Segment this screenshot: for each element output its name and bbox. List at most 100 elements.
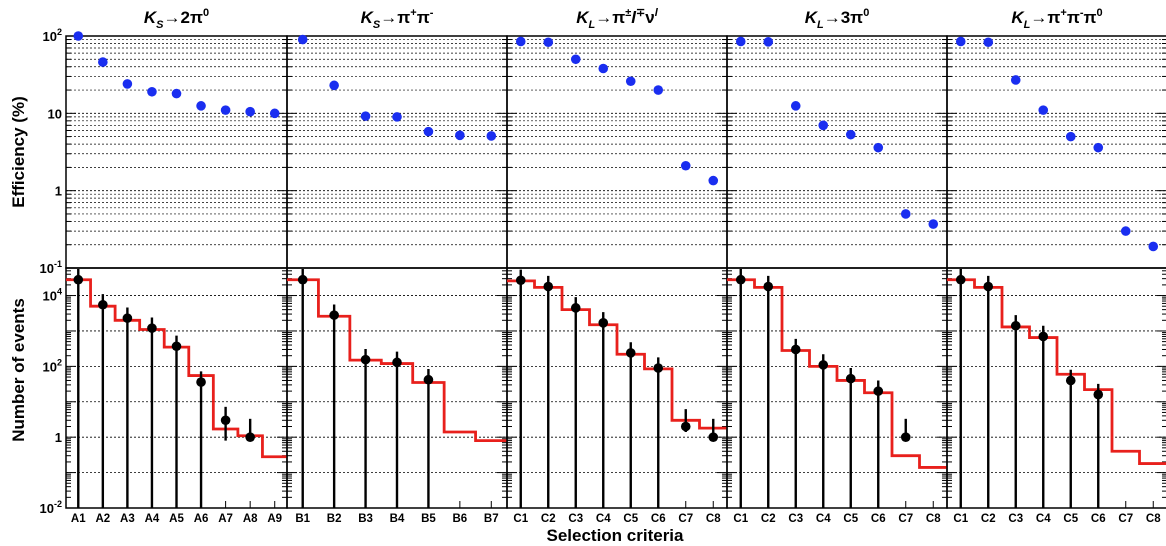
data-point [680, 421, 691, 432]
data-point [763, 281, 774, 292]
panel-title: KS→2π0 [144, 7, 209, 31]
efficiency-point [245, 106, 255, 117]
data-point [1038, 331, 1049, 342]
efficiency-point [1010, 75, 1021, 85]
x-tick-label: C3 [568, 513, 583, 525]
efficiency-point [171, 88, 182, 99]
x-tick-label: C5 [623, 513, 638, 525]
data-point [900, 432, 911, 442]
data-point [818, 360, 829, 370]
data-point [1065, 375, 1076, 386]
efficiency-point [763, 37, 774, 47]
bottom-y-tick-label: 10-2 [40, 499, 62, 516]
efficiency-point [73, 31, 84, 41]
efficiency-point [269, 108, 280, 119]
x-tick-label: A9 [267, 513, 282, 525]
top-y-tick-label: 1 [55, 184, 62, 199]
data-point [598, 318, 609, 328]
x-tick-label: A2 [95, 513, 110, 525]
x-tick-label: B6 [453, 513, 468, 525]
data-point [653, 363, 664, 373]
x-tick-label: C7 [898, 513, 913, 525]
data-point [171, 341, 182, 352]
bottom-y-tick-label: 102 [43, 357, 62, 374]
panel-2: B1 B2 B3 B4 B5 B6 B7 KS→π+π- [286, 7, 508, 525]
panel-1: A1 A2 A3 A4 A5 A6 A7 A8 A9 KS→2π0 [65, 7, 288, 525]
top-panel-frame [506, 35, 728, 269]
efficiency-point [625, 76, 636, 87]
efficiency-point [845, 129, 856, 140]
x-tick-label: C4 [1036, 513, 1051, 525]
top-panel-frame [286, 35, 508, 269]
bottom-y-tick-label: 104 [43, 287, 62, 304]
x-tick-label: C7 [678, 513, 693, 525]
top-y-axis-label: Efficiency (%) [9, 96, 28, 207]
x-tick-label: C1 [953, 513, 968, 525]
data-point [790, 344, 801, 355]
efficiency-point [790, 101, 801, 111]
data-point [873, 386, 884, 396]
x-tick-label: C8 [706, 513, 721, 525]
data-point [955, 274, 966, 285]
data-point [515, 275, 526, 286]
efficiency-point [360, 111, 371, 121]
efficiency-point [1148, 241, 1159, 252]
bottom-panel-frame [726, 267, 948, 509]
efficiency-point [147, 86, 157, 97]
panel-title: KS→π+π- [361, 7, 434, 31]
x-tick-label: C2 [981, 513, 996, 525]
efficiency-point [570, 54, 581, 65]
efficiency-point [220, 105, 231, 115]
top-panel-frame [946, 35, 1166, 269]
data-point [708, 432, 719, 442]
efficiency-point [735, 36, 746, 47]
efficiency-point [653, 85, 664, 95]
efficiency-point [455, 130, 465, 141]
data-point [983, 281, 994, 292]
x-tick-label: C3 [788, 513, 803, 525]
top-y-tick-label: 10 [48, 106, 62, 121]
data-point [297, 274, 308, 285]
x-tick-label: C2 [761, 513, 776, 525]
data-point [1093, 389, 1104, 400]
efficiency-point [515, 36, 526, 47]
efficiency-point [955, 36, 966, 47]
mc-histogram [947, 278, 1166, 465]
data-point [423, 374, 434, 385]
efficiency-point [1038, 105, 1049, 115]
data-point [122, 313, 133, 323]
x-tick-label: C4 [596, 513, 611, 525]
data-point [360, 354, 371, 365]
panel-title: KL→π+π-π0 [1011, 7, 1102, 31]
x-tick-label: A1 [71, 513, 86, 525]
x-tick-label: A6 [194, 513, 209, 525]
efficiency-point [297, 34, 308, 45]
efficiency-point [1065, 131, 1076, 142]
efficiency-point [818, 120, 829, 131]
top-panel-frame [726, 35, 948, 269]
mc-histogram [727, 278, 947, 469]
data-point [845, 373, 856, 384]
efficiency-point [1120, 226, 1131, 236]
efficiency-point [329, 80, 339, 91]
x-tick-label: A7 [218, 513, 233, 525]
data-point [147, 323, 157, 333]
bottom-panel-frame [506, 267, 728, 509]
data-point [625, 348, 636, 358]
x-tick-label: C5 [843, 513, 858, 525]
x-tick-label: C8 [1146, 513, 1161, 525]
mc-histogram [507, 279, 727, 430]
x-tick-label: B4 [390, 513, 405, 525]
x-tick-label: C1 [513, 513, 528, 525]
x-tick-label: B3 [358, 513, 373, 525]
panel-4: C1 C2 C3 C4 C5 C6 C7 C8 KL→3π0 [726, 7, 948, 525]
efficiency-point [598, 63, 609, 74]
efficiency-point [98, 57, 108, 67]
top-y-tick-label: 10-1 [40, 259, 62, 276]
x-tick-label: C7 [1118, 513, 1133, 525]
x-tick-label: B5 [421, 513, 436, 525]
bottom-y-tick-label: 1 [55, 430, 62, 445]
x-tick-label: A8 [243, 513, 258, 525]
data-point [98, 299, 108, 310]
